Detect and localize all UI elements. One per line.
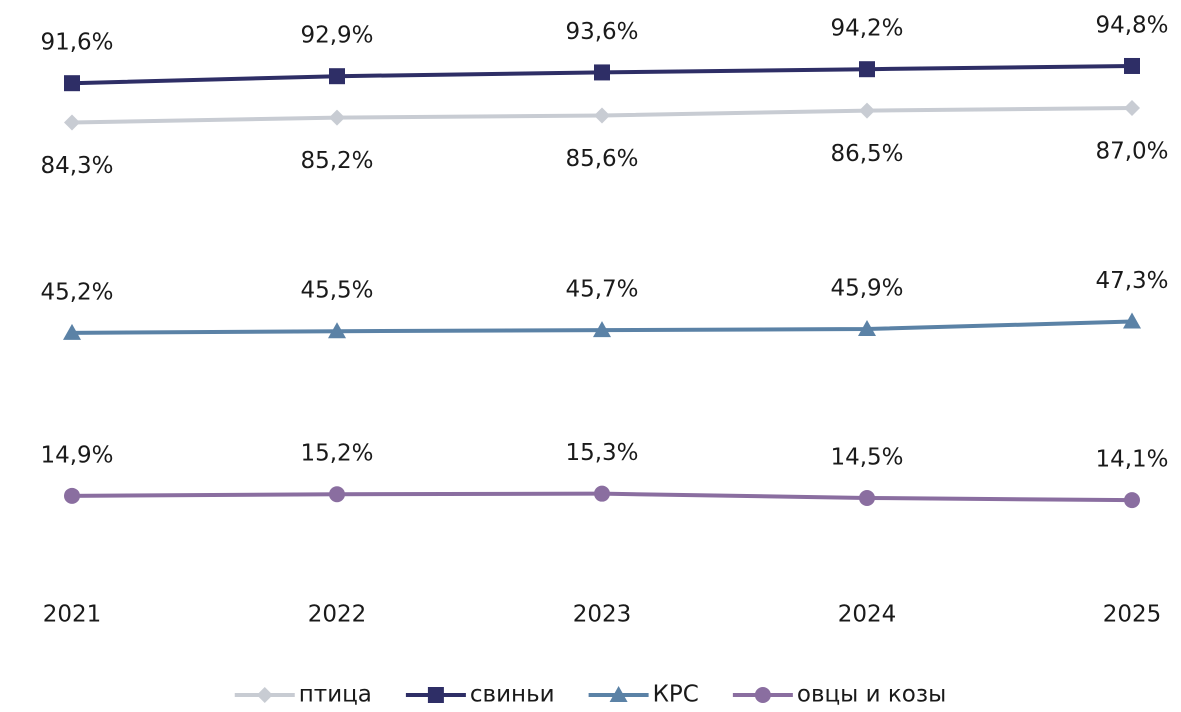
data-label: 94,8% [1095,12,1168,38]
data-label: 47,3% [1095,268,1168,294]
x-tick-label: 2021 [43,602,102,628]
data-label: 87,0% [1095,138,1168,164]
data-label: 85,2% [300,148,373,174]
data-label: 92,9% [300,23,373,49]
marker [64,487,80,504]
marker [256,687,273,703]
data-label: 85,6% [565,146,638,172]
data-label: 93,6% [565,19,638,45]
marker [859,61,875,78]
x-tick-label: 2025 [1103,602,1162,628]
marker [859,102,875,119]
marker [593,321,611,338]
legend-label: КРС [653,682,699,708]
data-label: 45,2% [40,279,113,305]
marker [328,322,346,339]
legend-item: овцы и козы [732,682,946,708]
marker [63,323,81,340]
legend-label: овцы и козы [797,682,946,708]
data-label: 14,5% [830,444,903,470]
data-label: 91,6% [40,30,113,56]
marker [329,486,345,503]
marker [64,75,80,92]
marker [859,489,875,506]
marker [1123,312,1141,329]
data-label: 15,3% [565,440,638,466]
marker [64,114,80,131]
data-label: 86,5% [830,141,903,167]
marker [594,64,610,81]
data-label: 94,2% [830,16,903,42]
legend: птица свиньи КРС овцы и козы [234,682,946,708]
x-tick-label: 2022 [308,602,367,628]
legend-item: свиньи [405,682,555,708]
legend-item: птица [234,682,372,708]
data-label: 84,3% [40,153,113,179]
data-label: 45,5% [300,278,373,304]
marker [594,107,610,124]
x-tick-label: 2024 [838,602,897,628]
marker [609,686,628,702]
data-label: 15,2% [300,441,373,467]
data-label: 45,7% [565,277,638,303]
marker [1124,99,1140,116]
marker [858,320,876,337]
legend-label: птица [299,682,372,708]
marker [594,485,610,502]
legend-item: КРС [588,682,699,708]
marker [1124,57,1140,74]
data-label: 45,9% [830,276,903,302]
marker [329,68,345,85]
marker [427,687,444,703]
marker [329,109,345,126]
marker [754,687,771,703]
x-tick-label: 2023 [573,602,632,628]
marker [1124,492,1140,509]
data-label: 14,9% [40,442,113,468]
legend-label: свиньи [470,682,555,708]
data-label: 14,1% [1095,447,1168,473]
